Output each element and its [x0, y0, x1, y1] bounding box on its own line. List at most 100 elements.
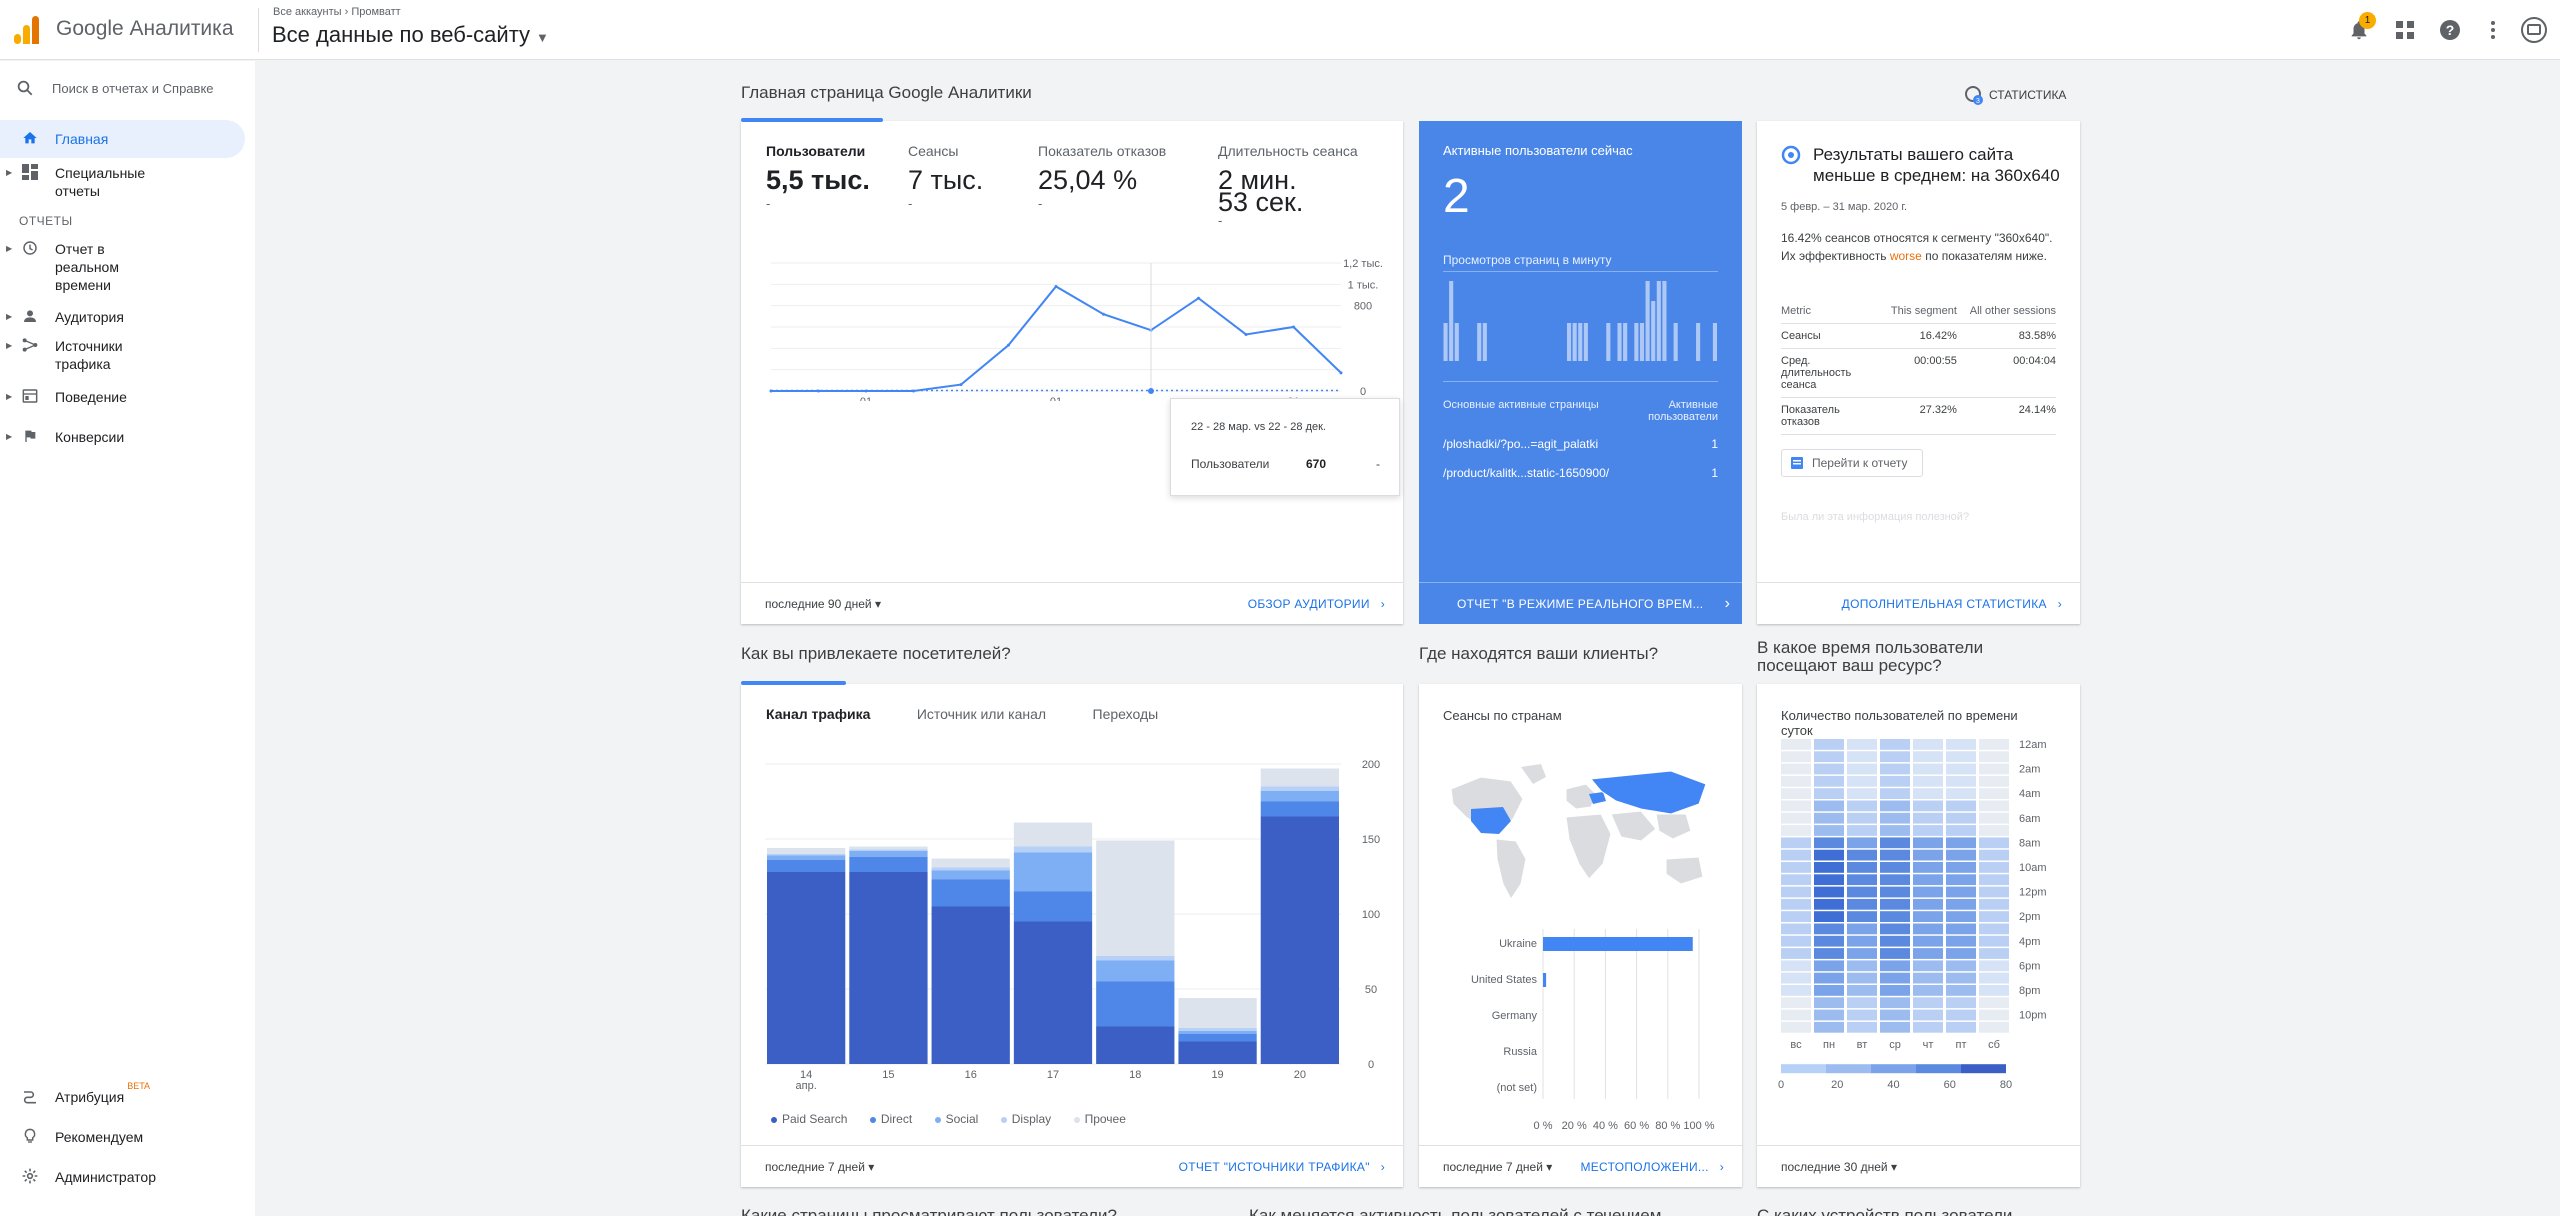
sidebar-item-home[interactable]: Главная	[0, 120, 245, 158]
x-tick-label: 80 %	[1655, 1120, 1680, 1132]
users-line-chart[interactable]: 1,2 тыс.1 тыс.800001февр.01мар.01апр.	[741, 251, 1403, 401]
breadcrumb[interactable]: Все аккаунты › Промватт	[273, 6, 401, 18]
bar-segment	[1096, 1026, 1175, 1064]
breadcrumb-root[interactable]: Все аккаунты	[273, 6, 342, 18]
sidebar-item-label: Поведение	[55, 389, 127, 405]
statistics-button[interactable]: 3 СТАТИСТИКА	[1964, 85, 2066, 105]
feedback-question[interactable]: Была ли эта информация полезной?	[1781, 511, 1970, 523]
heatmap-cell	[1979, 923, 2009, 935]
heatmap-cell	[1847, 1021, 1877, 1033]
more-insights-link[interactable]: ДОПОЛНИТЕЛЬНАЯ СТАТИСТИКА ›	[1841, 597, 2062, 611]
chart-legend: Paid Search Direct Social Display Прочее	[771, 1110, 1144, 1128]
heatmap-cell	[1781, 972, 1811, 984]
heatmap-cell	[1880, 923, 1910, 935]
date-range-dropdown[interactable]: последние 7 дней ▾	[1443, 1160, 1553, 1174]
heatmap-cell	[1847, 739, 1877, 750]
sidebar-item-discover[interactable]: Рекомендуем	[0, 1128, 245, 1146]
pageview-bar	[1696, 323, 1701, 361]
sidebar-item-audience[interactable]: ▶ Аудитория	[0, 308, 245, 326]
breadcrumb-account[interactable]: Промватт	[351, 6, 401, 18]
metric-session-duration[interactable]: Длительность сеанса 2 мин. 53 сек. -	[1218, 143, 1388, 228]
tab-channel[interactable]: Канал трафика	[766, 706, 871, 722]
open-report-button[interactable]: Перейти к отчету	[1781, 449, 1923, 477]
more-vert-icon[interactable]	[2479, 16, 2507, 44]
sidebar-item-behavior[interactable]: ▶ Поведение	[0, 388, 245, 406]
users-by-time-heatmap[interactable]: 12am 2am 4am 6am 8am 10am 12pm 2pm 4pm 6pm 8pm 10pm…	[1757, 739, 2080, 1139]
chart-tooltip: 22 - 28 мар. vs 22 - 28 дек. Пользовател…	[1170, 398, 1400, 496]
account-avatar[interactable]	[2520, 16, 2548, 44]
heatmap-cell	[1913, 849, 1943, 861]
date-range-dropdown[interactable]: последние 30 дней ▾	[1781, 1160, 1897, 1174]
world-map[interactable]	[1441, 759, 1721, 909]
metric-bounce-rate[interactable]: Показатель отказов 25,04 % -	[1038, 143, 1208, 211]
heatmap-cell	[1781, 911, 1811, 922]
bar-segment	[1260, 768, 1339, 787]
tab-source-medium[interactable]: Источник или канал	[916, 706, 1047, 722]
heatmap-cell	[1781, 739, 1811, 750]
realtime-report-link[interactable]: ОТЧЕТ "В РЕЖИМЕ РЕАЛЬНОГО ВРЕМ...	[1457, 597, 1704, 611]
sidebar-item-attribution[interactable]: Атрибуция BETA	[0, 1081, 245, 1106]
sidebar-item-acquisition[interactable]: ▶ Источники трафика	[0, 337, 245, 373]
bar-segment	[767, 872, 846, 1064]
help-icon[interactable]: ?	[2436, 16, 2464, 44]
heatmap-cell	[1781, 874, 1811, 886]
sidebar-item-admin[interactable]: Администратор	[0, 1168, 245, 1186]
metric-sessions[interactable]: Сеансы 7 тыс. -	[908, 143, 1028, 211]
view-name: Все данные по веб-сайту	[272, 22, 531, 47]
heatmap-cell	[1814, 788, 1844, 799]
heatmap-cell	[1814, 898, 1844, 910]
heatmap-cell	[1880, 800, 1910, 812]
data-point	[769, 389, 773, 393]
top-page-row[interactable]: /product/kalitk...static-1650900/ 1	[1443, 466, 1718, 480]
view-selector[interactable]: Все данные по веб-сайту ▼	[272, 22, 549, 48]
sidebar-item-custom-reports[interactable]: ▶ Специальные отчеты	[0, 164, 245, 200]
table-row: Сред. длительность сеанса 00:00:55 00:04…	[1781, 348, 2056, 398]
location-report-link[interactable]: МЕСТОПОЛОЖЕНИ... ›	[1580, 1160, 1724, 1174]
day-label: пт	[1956, 1039, 1967, 1051]
heatmap-cell	[1847, 849, 1877, 861]
y-tick-label: 0	[1360, 386, 1366, 398]
metric-users[interactable]: Пользователи 5,5 тыс. -	[766, 143, 891, 211]
realtime-footer[interactable]: ОТЧЕТ "В РЕЖИМЕ РЕАЛЬНОГО ВРЕМ... ›	[1419, 582, 1742, 624]
heatmap-cell	[1847, 862, 1877, 873]
heatmap-cell	[1913, 935, 1943, 947]
series-line-users	[771, 285, 1342, 392]
heatmap-cell	[1979, 775, 2009, 787]
acquisition-tabs: Канал трафика Источник или канал Переход…	[766, 706, 1200, 724]
table-cell: 00:00:55	[1881, 348, 1957, 398]
date-range-dropdown[interactable]: последние 7 дней ▾	[765, 1160, 875, 1174]
beta-badge: BETA	[127, 1081, 151, 1091]
notifications-bell-icon[interactable]: 1	[2345, 12, 2376, 44]
tab-referrals[interactable]: Переходы	[1092, 706, 1159, 722]
heatmap-cell	[1880, 1009, 1910, 1021]
heatmap-cell	[1880, 935, 1910, 947]
heatmap-cell	[1814, 812, 1844, 824]
sidebar-item-realtime[interactable]: ▶ Отчет в реальном времени	[0, 240, 245, 294]
heatmap-cell	[1781, 948, 1811, 959]
heatmap-cell	[1781, 1009, 1811, 1021]
search-input[interactable]: Поиск в отчетах и Справке	[52, 80, 214, 96]
app-name[interactable]: Google Аналитика	[56, 17, 234, 40]
audience-overview-link[interactable]: ОБЗОР АУДИТОРИИ ›	[1247, 597, 1385, 611]
scale-swatch	[1961, 1064, 2006, 1074]
bar-segment	[767, 854, 846, 856]
sidebar-item-conversions[interactable]: ▶ Конверсии	[0, 428, 245, 446]
heatmap-cell	[1979, 997, 2009, 1009]
apps-grid-icon[interactable]	[2391, 16, 2419, 44]
acquisition-report-link[interactable]: ОТЧЕТ "ИСТОЧНИКИ ТРАФИКА" ›	[1178, 1160, 1385, 1174]
search-box[interactable]: Поиск в отчетах и Справке	[16, 79, 214, 97]
scale-swatch	[1781, 1064, 1826, 1074]
hour-label: 10pm	[2019, 1010, 2047, 1022]
heatmap-cell	[1880, 985, 1910, 996]
country-label: Ukraine	[1499, 938, 1537, 950]
top-page-row[interactable]: /ploshadki/?po...=agit_palatki 1	[1443, 437, 1718, 451]
behavior-icon	[20, 388, 40, 406]
analytics-logo-icon[interactable]	[14, 16, 40, 44]
bar-segment	[1260, 791, 1339, 802]
country-bar-chart[interactable]: 0 % 20 % 40 % 60 % 80 % 100 % Ukraine United St…	[1419, 929, 1742, 1139]
date-range-dropdown[interactable]: последние 90 дней ▾	[765, 597, 881, 611]
hour-label: 4am	[2019, 788, 2040, 800]
pageviews-per-minute-label: Просмотров страниц в минуту	[1443, 253, 1612, 267]
y-tick-label: 1,2 тыс.	[1343, 258, 1383, 270]
